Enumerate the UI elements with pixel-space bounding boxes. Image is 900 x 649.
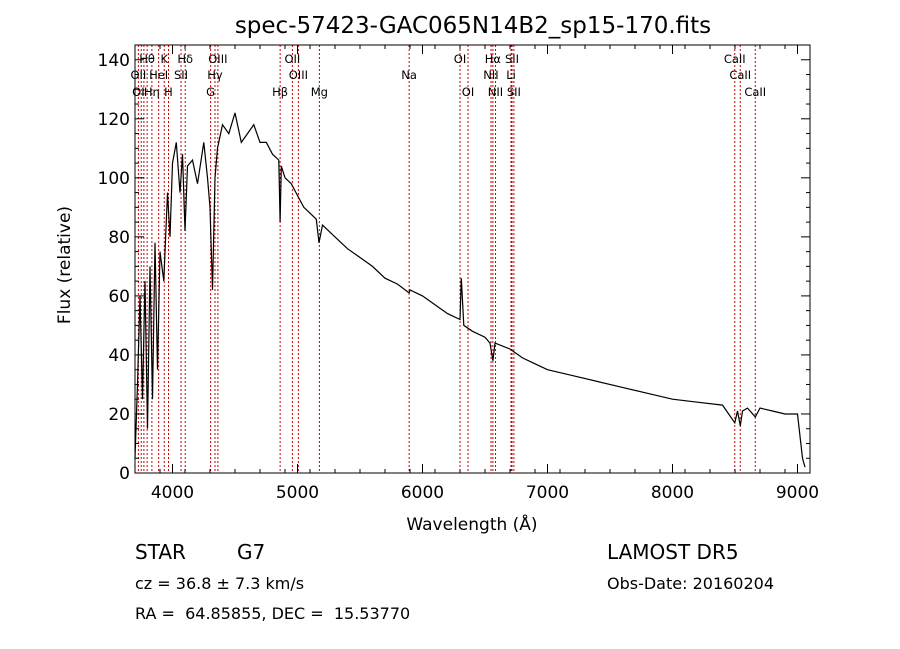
line-label: Hβ bbox=[272, 85, 288, 99]
line-label: OI bbox=[454, 52, 466, 66]
line-label: CaII bbox=[724, 52, 746, 66]
spectrum-line bbox=[134, 112, 806, 468]
x-tick-label: 7000 bbox=[526, 483, 569, 503]
x-tick-label: 6000 bbox=[401, 483, 444, 503]
coordinates: RA = 64.85855, DEC = 15.53770 bbox=[135, 604, 411, 623]
line-label: Hη bbox=[144, 85, 160, 99]
line-label: OII bbox=[284, 52, 300, 66]
y-tick-label: 20 bbox=[108, 405, 130, 425]
line-label: NII bbox=[488, 85, 503, 99]
line-label: H bbox=[164, 85, 173, 99]
line-label: Hα bbox=[485, 52, 502, 66]
line-label: CaII bbox=[729, 68, 751, 82]
line-label: Hγ bbox=[207, 68, 223, 82]
line-label: CaII bbox=[744, 85, 766, 99]
y-axis: 0 20 40 60 80 100 120 140 bbox=[98, 44, 810, 484]
x-axis: 4000 5000 6000 7000 8000 9000 bbox=[134, 45, 819, 503]
line-label: SII bbox=[174, 68, 188, 82]
y-tick-label: 40 bbox=[108, 346, 130, 366]
chart-title: spec-57423-GAC065N14B2_sp15-170.fits bbox=[235, 13, 711, 39]
x-tick-label: 5000 bbox=[276, 483, 319, 503]
y-tick-label: 140 bbox=[98, 51, 130, 71]
line-label: OII bbox=[130, 68, 146, 82]
line-label: OIII bbox=[289, 68, 308, 82]
x-tick-label: 4000 bbox=[151, 483, 194, 503]
redshift-cz: cz = 36.8 ± 7.3 km/s bbox=[135, 574, 305, 593]
survey-name: LAMOST DR5 bbox=[607, 540, 739, 564]
line-label: K bbox=[160, 52, 168, 66]
y-axis-label: Flux (relative) bbox=[55, 206, 75, 324]
object-subclass: G7 bbox=[237, 540, 266, 564]
line-label: Hθ bbox=[139, 52, 155, 66]
line-label: SII bbox=[505, 52, 519, 66]
line-label: SII bbox=[507, 85, 521, 99]
plot-frame bbox=[134, 44, 811, 474]
spectrum-series bbox=[134, 112, 806, 468]
line-label: NII bbox=[483, 68, 498, 82]
line-label: G bbox=[206, 85, 215, 99]
x-tick-label: 9000 bbox=[776, 483, 819, 503]
line-label: Li bbox=[506, 68, 516, 82]
y-tick-label: 80 bbox=[108, 228, 130, 248]
x-tick-label: 8000 bbox=[651, 483, 694, 503]
line-label: Mg bbox=[311, 85, 328, 99]
line-label: OI bbox=[132, 85, 144, 99]
x-axis-label: Wavelength (Å) bbox=[406, 513, 537, 535]
line-label: OIII bbox=[208, 52, 227, 66]
line-label: Hδ bbox=[177, 52, 193, 66]
object-type: STAR bbox=[135, 540, 186, 564]
y-tick-label: 0 bbox=[119, 464, 130, 484]
line-label: HeI bbox=[149, 68, 168, 82]
y-tick-label: 60 bbox=[108, 287, 130, 307]
line-markers bbox=[137, 45, 756, 473]
y-tick-label: 120 bbox=[98, 110, 130, 130]
obs-date: Obs-Date: 20160204 bbox=[607, 574, 775, 593]
line-label: Na bbox=[401, 68, 417, 82]
y-tick-label: 100 bbox=[98, 169, 130, 189]
line-label: OI bbox=[462, 85, 474, 99]
